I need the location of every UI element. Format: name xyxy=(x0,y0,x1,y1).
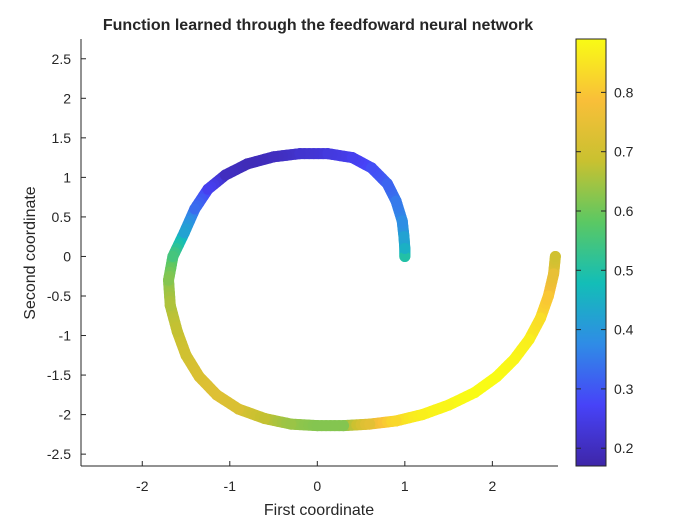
data-point xyxy=(399,250,411,262)
colorbar-tick-label: 0.3 xyxy=(614,381,634,397)
data-point xyxy=(219,169,231,181)
data-point xyxy=(523,333,535,345)
chart-title: Function learned through the feedfoward … xyxy=(103,17,533,34)
colorbar-ticks: 0.8 0.7 0.6 0.5 0.4 0.3 0.2 xyxy=(576,84,634,456)
data-point xyxy=(469,386,481,398)
plot-area xyxy=(81,39,558,466)
data-point xyxy=(396,215,408,227)
colorbar-tick-label: 0.7 xyxy=(614,144,634,160)
data-point xyxy=(398,231,410,243)
data-point xyxy=(534,312,546,324)
data-point xyxy=(311,420,323,432)
colorbar xyxy=(575,38,607,467)
y-tick-label: -1.5 xyxy=(47,367,71,383)
y-tick-label: 2.5 xyxy=(52,51,72,67)
axis-layer: -2 -1 0 1 2 2.5 2 1.5 1 0.5 0 -0.5 -1 -1.5 -2 -2.5 xyxy=(47,39,558,494)
data-point xyxy=(167,250,179,262)
data-point xyxy=(390,195,402,207)
data-point xyxy=(189,203,201,215)
data-point xyxy=(178,227,190,239)
data-point xyxy=(211,389,223,401)
colorbar-tick-label: 0.5 xyxy=(614,262,634,278)
y-tick-label: -0.5 xyxy=(47,288,71,304)
y-tick-label: -2.5 xyxy=(47,446,71,462)
data-point xyxy=(241,158,253,170)
data-point xyxy=(390,415,402,427)
y-tick-label: -1 xyxy=(59,328,72,344)
data-point xyxy=(338,420,350,432)
data-point xyxy=(180,349,192,361)
x-axis-label: First coordinate xyxy=(264,502,374,519)
data-point xyxy=(399,243,411,255)
data-point xyxy=(366,162,378,174)
y-tick-label: 0.5 xyxy=(52,209,72,225)
y-tick-label: 1 xyxy=(63,169,71,185)
data-point xyxy=(268,151,280,163)
data-point xyxy=(549,250,561,262)
data-point xyxy=(164,299,176,311)
data-point xyxy=(443,399,455,411)
data-point xyxy=(202,183,214,195)
y-tick-label: 0 xyxy=(63,248,71,264)
data-point xyxy=(322,148,334,160)
data-point xyxy=(294,148,306,160)
data-point xyxy=(491,371,503,383)
data-point xyxy=(233,403,245,415)
colorbar-tick-label: 0.2 xyxy=(614,440,634,456)
curve-layer xyxy=(163,148,561,432)
colorbar-tick-label: 0.4 xyxy=(614,322,634,338)
colorbar-tick-label: 0.8 xyxy=(614,84,634,100)
data-point xyxy=(259,413,271,425)
data-point xyxy=(346,152,358,164)
data-point xyxy=(548,268,560,280)
data-point xyxy=(193,371,205,383)
y-tick-label: 1.5 xyxy=(52,130,72,146)
colorbar-tick-label: 0.6 xyxy=(614,203,634,219)
y-tick-label: 2 xyxy=(63,90,71,106)
data-point xyxy=(171,326,183,338)
data-point xyxy=(542,290,554,302)
y-tick-label: -2 xyxy=(59,407,72,423)
x-tick-label: -1 xyxy=(224,478,237,494)
x-tick-label: 2 xyxy=(488,478,496,494)
data-point xyxy=(416,409,428,421)
data-point xyxy=(364,418,376,430)
y-axis-label: Second coordinate xyxy=(22,186,39,320)
data-point xyxy=(163,274,175,286)
x-tick-label: 1 xyxy=(401,478,409,494)
x-tick-label: -2 xyxy=(136,478,149,494)
data-point xyxy=(508,353,520,365)
x-tick-label: 0 xyxy=(313,478,321,494)
data-point xyxy=(381,178,393,190)
data-point xyxy=(285,418,297,430)
